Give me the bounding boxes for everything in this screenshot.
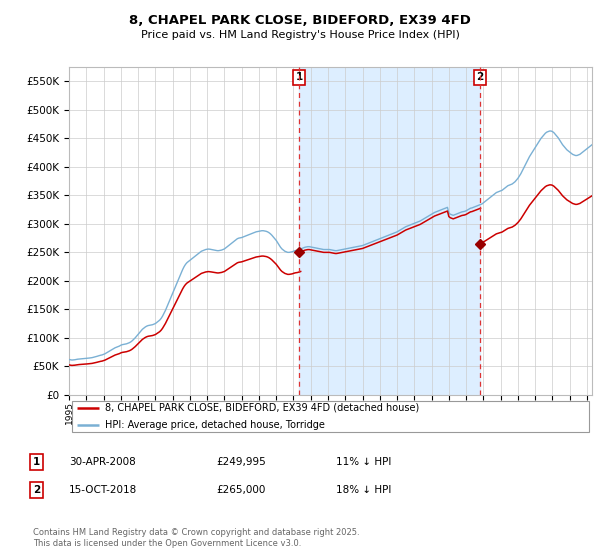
Text: 2: 2	[33, 485, 40, 495]
Text: 2: 2	[476, 72, 484, 82]
Text: £249,995: £249,995	[216, 457, 266, 467]
Text: Contains HM Land Registry data © Crown copyright and database right 2025.
This d: Contains HM Land Registry data © Crown c…	[33, 528, 359, 548]
Text: 8, CHAPEL PARK CLOSE, BIDEFORD, EX39 4FD (detached house): 8, CHAPEL PARK CLOSE, BIDEFORD, EX39 4FD…	[104, 403, 419, 413]
Text: HPI: Average price, detached house, Torridge: HPI: Average price, detached house, Torr…	[104, 421, 325, 430]
Text: 18% ↓ HPI: 18% ↓ HPI	[336, 485, 391, 495]
Bar	[299, 67, 480, 395]
Text: 1: 1	[296, 72, 303, 82]
Text: 30-APR-2008: 30-APR-2008	[69, 457, 136, 467]
Text: 8, CHAPEL PARK CLOSE, BIDEFORD, EX39 4FD: 8, CHAPEL PARK CLOSE, BIDEFORD, EX39 4FD	[129, 14, 471, 27]
Text: £265,000: £265,000	[216, 485, 265, 495]
FancyBboxPatch shape	[71, 401, 589, 432]
Text: 1: 1	[33, 457, 40, 467]
Text: 15-OCT-2018: 15-OCT-2018	[69, 485, 137, 495]
Text: Price paid vs. HM Land Registry's House Price Index (HPI): Price paid vs. HM Land Registry's House …	[140, 30, 460, 40]
Text: 11% ↓ HPI: 11% ↓ HPI	[336, 457, 391, 467]
